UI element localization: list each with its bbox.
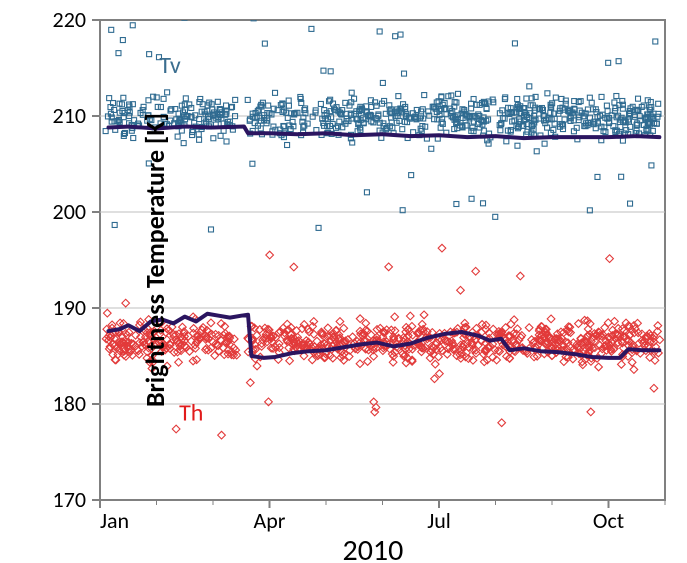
chart-container: 170 180 190 200 210 220 Jan Apr Jul Oct Tv Th Brigh…: [0, 0, 687, 563]
svg-text:220: 220: [53, 6, 86, 33]
svg-text:Th: Th: [179, 398, 203, 427]
svg-text:210: 210: [53, 102, 86, 129]
svg-text:Tv: Tv: [159, 51, 181, 80]
x-axis-footer: 2010: [343, 532, 404, 563]
svg-text:Jan: Jan: [100, 507, 129, 534]
chart-svg: 170 180 190 200 210 220 Jan Apr Jul Oct Tv Th: [0, 0, 687, 563]
svg-text:Oct: Oct: [593, 507, 624, 534]
svg-text:Jul: Jul: [427, 507, 451, 534]
svg-text:200: 200: [53, 198, 86, 225]
svg-text:170: 170: [53, 486, 86, 513]
svg-text:Apr: Apr: [254, 507, 286, 534]
svg-text:190: 190: [53, 294, 86, 321]
svg-text:180: 180: [53, 390, 86, 417]
y-axis-label: Brightness Temperature [K]: [139, 113, 171, 407]
